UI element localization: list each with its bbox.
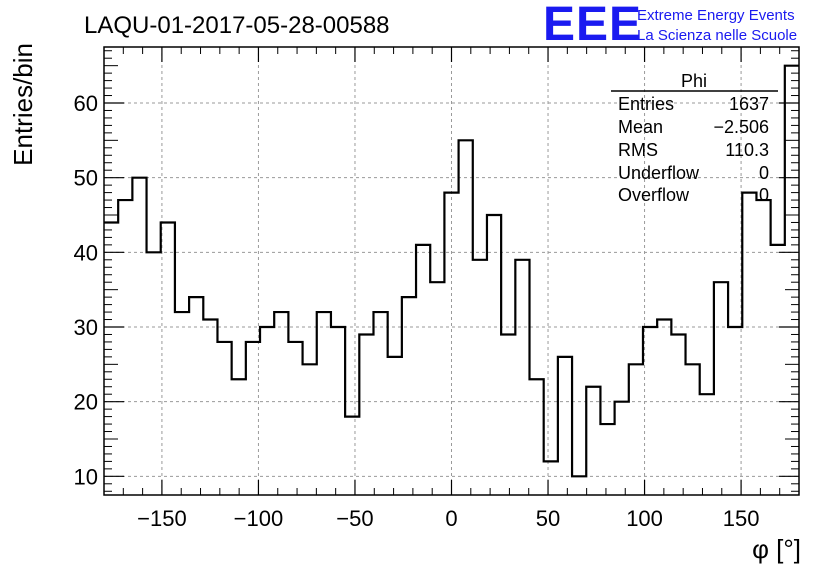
y-tick-labels: 10 20 30 40 50 60 — [74, 91, 98, 489]
x-tick-label: 150 — [723, 506, 760, 531]
histogram-bin — [501, 334, 515, 495]
histogram-bin — [373, 312, 387, 495]
histogram-bin — [714, 282, 728, 495]
x-tick-label: 50 — [536, 506, 560, 531]
stats-label-mean: Mean — [618, 117, 663, 137]
histogram-bin — [317, 312, 331, 495]
histogram-bin — [671, 334, 685, 495]
eee-logo: EEE Extreme Energy Events La Scienza nel… — [543, 0, 797, 51]
histogram-bin — [756, 200, 770, 495]
histogram-bin — [359, 334, 373, 495]
histogram-bin — [345, 417, 359, 495]
histogram-bin — [260, 327, 274, 495]
eee-logo-line1: Extreme Energy Events — [637, 7, 795, 24]
histogram-bin — [785, 66, 799, 495]
histogram-bin — [147, 252, 161, 495]
histogram-bin — [473, 260, 487, 495]
y-tick-label: 60 — [74, 91, 98, 116]
stats-label-underflow: Underflow — [618, 163, 700, 183]
x-tick-label: −100 — [234, 506, 284, 531]
histogram-bin — [572, 476, 586, 495]
histogram-bin — [430, 282, 444, 495]
stats-value-underflow: 0 — [759, 163, 769, 183]
histogram-bin — [444, 193, 458, 495]
y-axis-label: Entries/bin — [8, 43, 38, 166]
histogram-bin — [217, 342, 231, 495]
histogram-bin — [175, 312, 189, 495]
histogram-bin — [274, 312, 288, 495]
histogram-bin — [189, 297, 203, 495]
histogram-bin — [416, 245, 430, 495]
histogram-bin — [203, 320, 217, 495]
stats-value-mean: −2.506 — [713, 117, 769, 137]
eee-logo-line2: La Scienza nelle Scuole — [637, 27, 797, 44]
histogram-bin — [232, 379, 246, 495]
histogram-bin — [515, 260, 529, 495]
eee-logo-mark: EEE — [543, 0, 642, 51]
stats-label-rms: RMS — [618, 140, 658, 160]
histogram-bin — [161, 222, 175, 495]
histogram-bin — [657, 320, 671, 495]
x-tick-label: 100 — [626, 506, 663, 531]
histogram-bin — [643, 327, 657, 495]
stats-value-rms: 110.3 — [725, 140, 769, 160]
histogram-bin — [288, 342, 302, 495]
histogram-bin — [728, 327, 742, 495]
histogram-bin — [118, 200, 132, 495]
y-tick-label: 20 — [74, 390, 98, 415]
y-tick-label: 50 — [74, 166, 98, 191]
x-tick-labels: −150 −100 −50 0 50 100 150 — [137, 506, 759, 531]
y-tick-label: 40 — [74, 240, 98, 265]
stats-value-entries: 1637 — [729, 94, 769, 114]
histogram-bin — [530, 379, 544, 495]
histogram-bin — [544, 461, 558, 495]
histogram-bin — [331, 327, 345, 495]
x-tick-label: 0 — [445, 506, 457, 531]
chart-title: LAQU-01-2017-05-28-00588 — [84, 12, 390, 39]
histogram-bin — [771, 245, 785, 495]
stats-label-overflow: Overflow — [618, 185, 690, 205]
histogram — [104, 64, 799, 495]
histogram-bin — [459, 140, 473, 495]
stats-value-overflow: 0 — [759, 185, 769, 205]
histogram-bin — [600, 424, 614, 495]
stats-name: Phi — [681, 71, 707, 91]
histogram-bin — [615, 402, 629, 495]
stats-box: Phi Entries 1637 Mean −2.506 RMS 110.3 U… — [611, 71, 778, 205]
y-tick-label: 10 — [74, 464, 98, 489]
histogram-bin — [700, 394, 714, 495]
axis-ticks — [104, 47, 799, 495]
stats-label-entries: Entries — [618, 94, 674, 114]
x-tick-label: −150 — [137, 506, 187, 531]
histogram-line — [104, 64, 799, 478]
histogram-bin — [487, 215, 501, 495]
y-tick-label: 30 — [74, 315, 98, 340]
histogram-bin — [686, 364, 700, 495]
histogram-bin — [402, 297, 416, 495]
histogram-bin — [558, 357, 572, 495]
histogram-bin — [388, 357, 402, 495]
histogram-bin — [246, 342, 260, 495]
histogram-bin — [586, 387, 600, 495]
histogram-bin — [132, 178, 146, 495]
gridlines — [104, 47, 799, 495]
x-tick-label: −50 — [336, 506, 373, 531]
histogram-bin — [742, 193, 756, 495]
histogram-bin — [303, 364, 317, 495]
histogram-bin — [629, 364, 643, 495]
x-axis-label: φ [°] — [752, 534, 801, 564]
